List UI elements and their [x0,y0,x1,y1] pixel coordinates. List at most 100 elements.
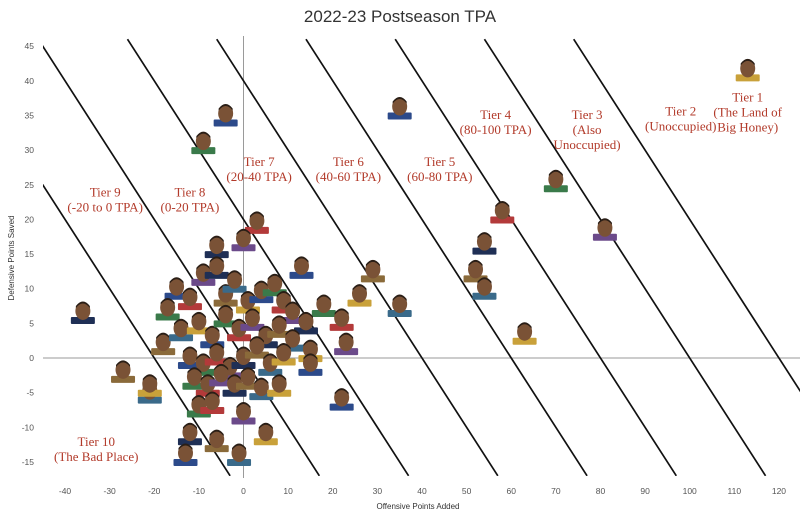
player-head [160,298,176,317]
player-hair [303,339,318,347]
x-tick-label: 70 [551,486,561,496]
player-marker [111,360,136,383]
player-head [209,430,225,449]
player-jersey [231,244,256,252]
player-marker [293,311,318,335]
player-jersey [267,330,292,338]
player-head [334,308,350,327]
y-axis-label: Defensive Points Saved [7,216,16,301]
tier-label-line: (80-100 TPA) [460,122,532,137]
tier-label-line: (The Land of [713,105,782,120]
player-head [209,343,225,362]
player-marker [253,422,278,446]
player-head [204,326,220,345]
x-tick-label: -10 [193,486,206,496]
player-head [155,333,171,352]
player-marker [173,443,198,467]
player-head [468,260,484,279]
player-head [285,301,301,320]
tier-label-line: Tier 9 [90,185,121,200]
player-jersey [271,358,296,366]
x-tick-label: 0 [241,486,246,496]
player-hair [285,329,300,336]
player-head [200,374,216,393]
y-tick-label: 35 [25,110,35,120]
player-jersey [177,438,202,446]
tier-boundary-line [394,38,678,476]
player-hair [240,367,255,374]
player-jersey [70,316,95,324]
player-hair [191,395,206,402]
player-head [75,301,91,320]
tier-label: Tier 7 (20-40 TPA) [226,154,291,184]
x-tick-label: 30 [373,486,383,496]
player-jersey [204,445,229,453]
player-jersey [329,403,354,411]
player-jersey [222,285,247,293]
player-head [195,132,211,151]
tier-label-line: (The Bad Place) [54,449,138,464]
player-jersey [347,299,372,307]
player-marker [200,391,225,415]
tier-label: Tier 3 (Also Unoccupied) [554,107,621,152]
player-hair [236,346,251,353]
player-jersey [200,407,225,415]
player-hair [258,422,273,430]
player-head [240,367,256,386]
tier-label: Tier 10 (The Bad Place) [54,434,138,464]
player-hair [477,277,492,284]
player-head [231,444,247,463]
player-jersey [387,112,412,120]
player-marker [227,443,252,467]
tier-label-line: Tier 7 [244,154,275,169]
player-hair [263,353,278,360]
player-marker [191,263,216,286]
player-head [213,364,229,383]
player-hair [294,256,309,263]
player-jersey [151,348,176,356]
player-hair [182,422,197,430]
player-marker [137,374,162,397]
player-marker [311,294,336,318]
player-head [115,360,131,379]
player-hair [169,277,184,284]
player-marker [543,169,568,193]
player-marker [204,429,229,453]
player-jersey [329,323,354,331]
player-hair [254,280,269,288]
player-marker [169,318,194,342]
player-jersey [289,271,314,279]
player-hair [597,218,612,225]
player-head [285,329,301,348]
player-jersey [472,247,497,255]
player-head [548,170,564,189]
player-marker [490,200,515,224]
player-marker [329,308,354,331]
player-head [392,97,408,116]
player-hair [227,270,242,277]
x-tick-label: 120 [772,486,786,496]
player-marker [213,304,238,328]
player-jersey [311,310,336,318]
player-jersey [360,275,385,283]
y-tick-label: 20 [25,214,35,224]
player-head [240,291,256,310]
player-jersey [231,362,256,369]
player-head [494,201,510,220]
player-hair [182,287,197,295]
player-head [236,402,251,421]
tier-label-line: Tier 5 [424,154,455,169]
y-tick-label: 5 [29,318,34,328]
player-marker [222,374,247,397]
x-tick-label: -20 [148,486,161,496]
player-head [218,305,234,324]
tier-label-line: (40-60 TPA) [316,169,381,184]
player-head [271,374,287,393]
player-jersey [191,278,216,286]
x-tick-label: 50 [462,486,472,496]
player-head [294,256,310,275]
y-tick-label: 15 [25,249,35,259]
player-jersey [490,216,515,224]
player-hair [272,374,287,381]
player-jersey [334,348,359,356]
